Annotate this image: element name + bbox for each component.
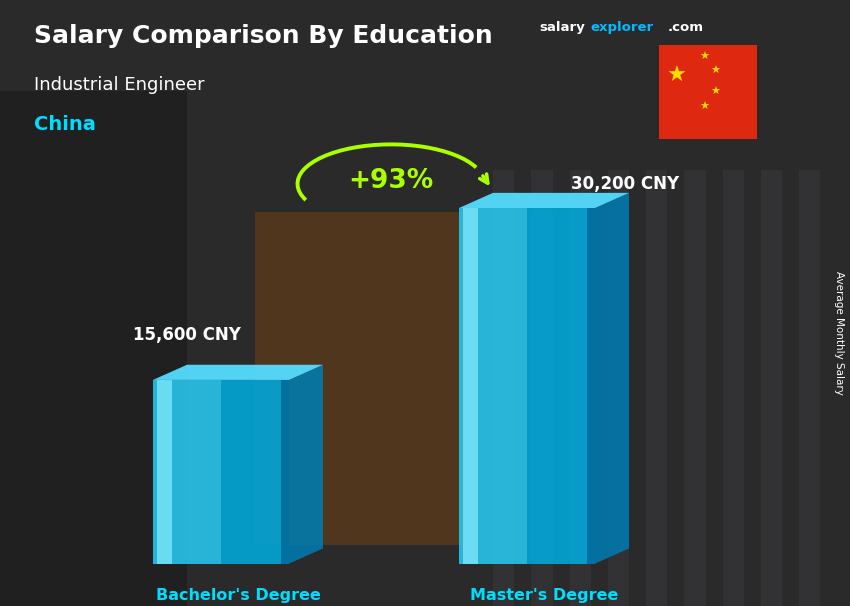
Text: Average Monthly Salary: Average Monthly Salary: [834, 271, 844, 395]
Polygon shape: [493, 170, 514, 606]
Polygon shape: [459, 193, 629, 208]
Polygon shape: [531, 170, 552, 606]
Polygon shape: [761, 170, 782, 606]
Text: Salary Comparison By Education: Salary Comparison By Education: [34, 24, 493, 48]
Text: +93%: +93%: [348, 168, 434, 194]
Polygon shape: [608, 170, 629, 606]
Polygon shape: [684, 170, 705, 606]
Polygon shape: [157, 380, 172, 564]
Text: Master's Degree: Master's Degree: [470, 588, 618, 603]
Text: .com: .com: [667, 21, 703, 34]
Polygon shape: [595, 193, 629, 564]
Polygon shape: [722, 170, 744, 606]
Polygon shape: [280, 380, 289, 564]
Text: Industrial Engineer: Industrial Engineer: [34, 76, 205, 94]
Polygon shape: [570, 170, 591, 606]
Polygon shape: [459, 208, 527, 564]
Text: China: China: [34, 115, 96, 134]
Text: ★: ★: [711, 66, 721, 76]
Polygon shape: [153, 365, 323, 380]
Polygon shape: [221, 380, 289, 564]
Polygon shape: [659, 45, 756, 139]
Polygon shape: [463, 208, 478, 564]
Polygon shape: [586, 208, 595, 564]
Text: ★: ★: [700, 52, 710, 62]
Polygon shape: [255, 212, 468, 545]
Text: 15,600 CNY: 15,600 CNY: [133, 325, 241, 344]
Text: ★: ★: [711, 87, 721, 98]
Text: ★: ★: [700, 101, 710, 112]
Text: explorer: explorer: [591, 21, 654, 34]
Polygon shape: [153, 380, 221, 564]
Text: 30,200 CNY: 30,200 CNY: [570, 175, 679, 193]
Polygon shape: [799, 170, 820, 606]
Polygon shape: [0, 91, 187, 606]
Text: salary: salary: [540, 21, 586, 34]
Polygon shape: [289, 365, 323, 564]
Polygon shape: [527, 208, 595, 564]
Text: Bachelor's Degree: Bachelor's Degree: [156, 588, 320, 603]
Text: ★: ★: [666, 66, 687, 86]
Polygon shape: [646, 170, 667, 606]
